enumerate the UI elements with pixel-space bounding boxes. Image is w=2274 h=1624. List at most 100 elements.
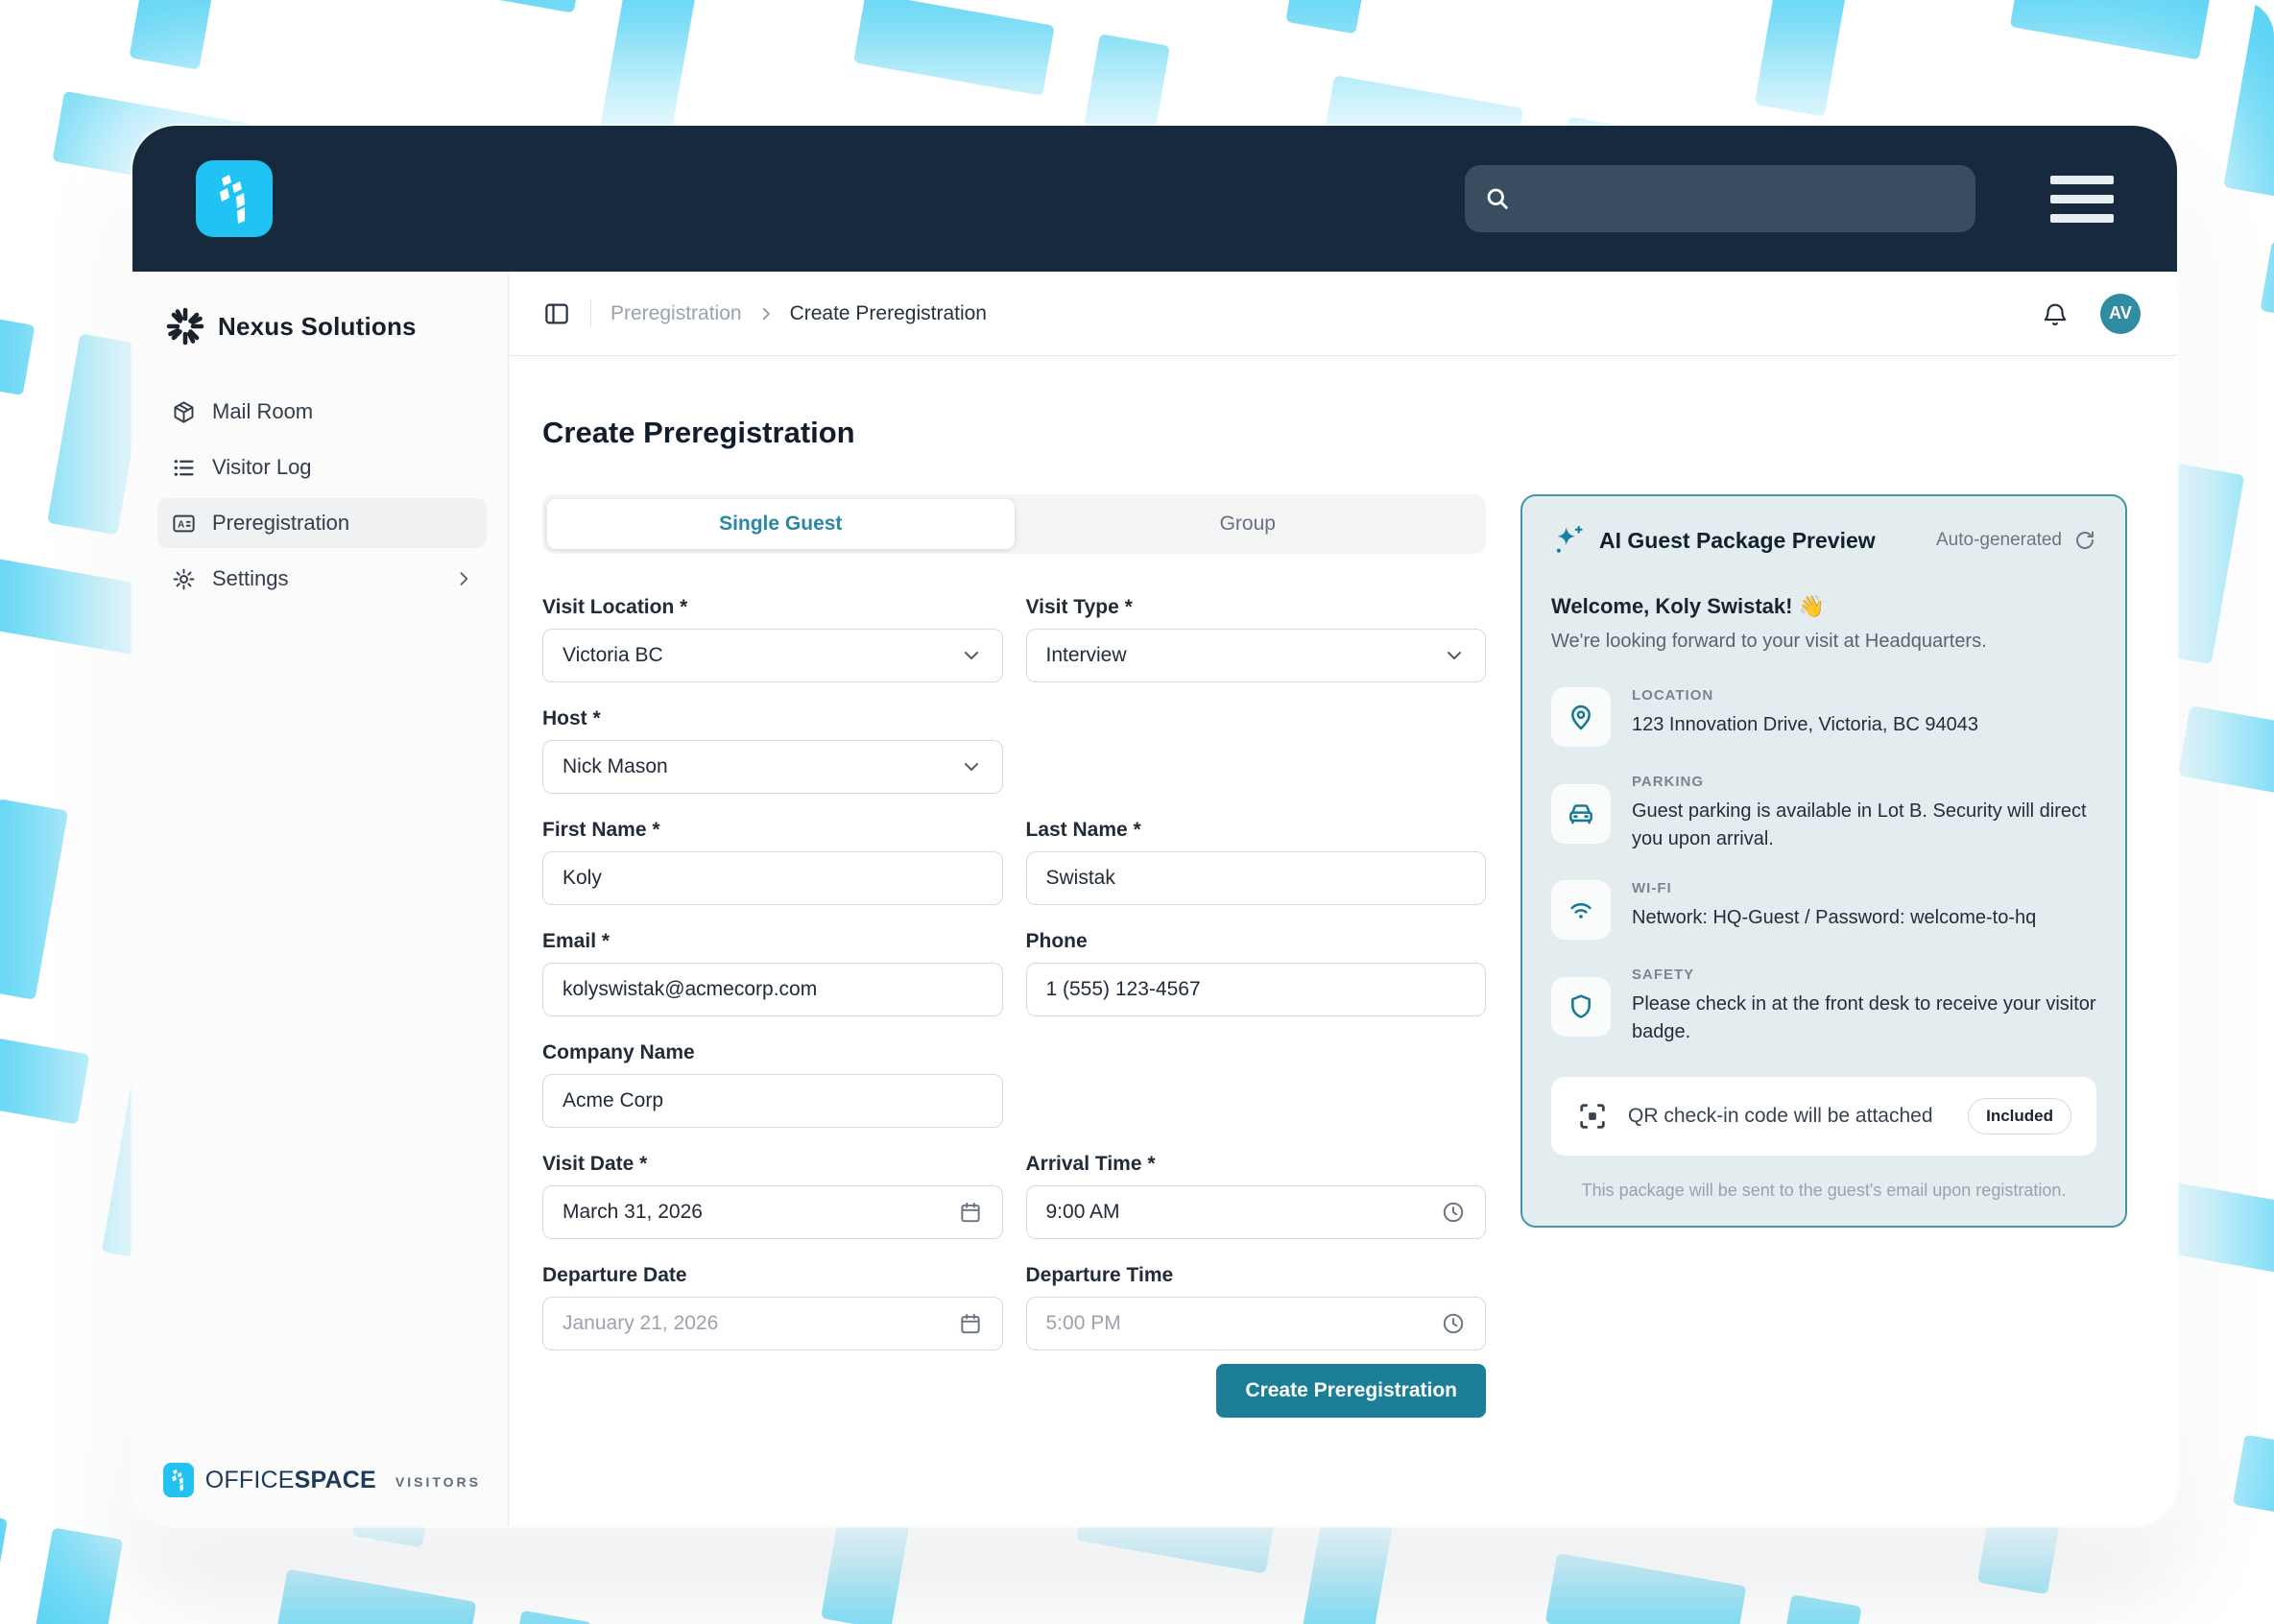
- company-input[interactable]: [542, 1074, 1003, 1128]
- sidebar-item-label: Settings: [212, 566, 289, 590]
- field-label: Visit Date *: [542, 1153, 648, 1175]
- visitors-wordmark: VISITORS: [395, 1474, 481, 1490]
- app-logo-button[interactable]: [196, 160, 273, 237]
- guest-type-tabs: Single Guest Group: [542, 494, 1486, 554]
- chevron-down-icon: [964, 652, 978, 659]
- field-label: Visit Type *: [1025, 596, 1133, 618]
- topbar: [132, 126, 2177, 272]
- sidebar: Nexus Solutions Mail Room: [132, 272, 509, 1526]
- visit-type-select[interactable]: Interview: [1025, 629, 1486, 682]
- last-name-input[interactable]: [1025, 851, 1486, 905]
- pattern-bar: [0, 292, 36, 396]
- welcome-subtitle: We're looking forward to your visit at H…: [1551, 631, 1987, 652]
- field-company: Company Name: [542, 1041, 1003, 1128]
- field-label: Last Name *: [1025, 819, 1141, 841]
- header-actions: AV: [2041, 293, 2141, 334]
- chevron-down-icon: [1448, 652, 1461, 659]
- menu-bar: [2050, 175, 2114, 184]
- field-label: Visit Location *: [542, 596, 688, 618]
- sidebar-item-mail-room[interactable]: Mail Room: [157, 387, 487, 437]
- pattern-bar: [2260, 240, 2274, 345]
- pattern-bar: [0, 799, 69, 1000]
- chevron-right-icon: [762, 307, 770, 320]
- phone-input[interactable]: [1025, 963, 1486, 1016]
- field-label: Host *: [542, 707, 601, 729]
- breadcrumb-separator: [757, 305, 775, 322]
- icon-tile: [1551, 783, 1611, 844]
- officespace-logo-icon: [220, 175, 245, 224]
- officespace-visitors-logo: OFFICESPACE VISITORS: [157, 1463, 487, 1497]
- sidebar-item-label: Preregistration: [212, 511, 350, 535]
- parking-section: PARKING Guest parking is available in Lo…: [1551, 774, 2096, 853]
- section-label: WI-FI: [1632, 880, 1672, 896]
- tab-single-guest[interactable]: Single Guest: [547, 499, 1015, 549]
- pattern-bar: [488, 1610, 592, 1624]
- field-label: Email *: [542, 930, 610, 952]
- section-label: PARKING: [1632, 774, 1705, 790]
- list-icon: [174, 459, 194, 476]
- search-input[interactable]: [1524, 186, 1956, 211]
- field-phone: Phone: [1025, 930, 1486, 1016]
- refresh-button[interactable]: [2073, 529, 2096, 552]
- package-icon: [174, 400, 194, 423]
- qr-checkin-card: QR check-in code will be attached Includ…: [1551, 1077, 2096, 1156]
- breadcrumb-parent[interactable]: Preregistration: [610, 301, 742, 324]
- panel-toggle-icon[interactable]: [542, 299, 571, 328]
- wifi-icon: [1570, 903, 1592, 919]
- email-input[interactable]: [542, 963, 1003, 1016]
- preregistration-form: Single Guest Group Visit Location * Vict…: [542, 494, 1486, 1418]
- calendar-icon: [960, 1202, 980, 1223]
- starburst-icon: [166, 307, 204, 346]
- departure-date-picker[interactable]: January 21, 2026: [542, 1297, 1003, 1350]
- content: Create Preregistration Single Guest Grou…: [509, 356, 2177, 1526]
- pattern-bar: [2223, 0, 2274, 200]
- pattern-bar: [2232, 1434, 2274, 1539]
- section-label: SAFETY: [1632, 967, 1695, 983]
- section-label: LOCATION: [1632, 687, 1714, 704]
- field-label: First Name *: [542, 819, 660, 841]
- main-area: Preregistration Create Preregistration A…: [509, 272, 2177, 1526]
- create-preregistration-button[interactable]: Create Preregistration: [1216, 1364, 1486, 1418]
- pattern-bar: [1289, 1511, 1394, 1624]
- tab-group[interactable]: Group: [1219, 513, 1276, 535]
- icon-tile: [1551, 880, 1611, 940]
- pattern-bar: [1758, 1594, 1862, 1624]
- visit-location-select[interactable]: Victoria BC: [542, 629, 1003, 682]
- spacer: [1026, 1041, 1487, 1128]
- sidebar-item-visitor-log[interactable]: Visitor Log: [157, 442, 487, 492]
- search-bar: [1465, 165, 1975, 232]
- first-name-input[interactable]: [542, 851, 1003, 905]
- section-text: Guest parking is available in Lot B. Sec…: [1632, 800, 2087, 849]
- panel-footer-note: This package will be sent to the guest's…: [1581, 1181, 2067, 1200]
- ai-panel-title: AI Guest Package Preview: [1599, 527, 1876, 553]
- menu-button[interactable]: [2050, 175, 2114, 223]
- host-select[interactable]: Nick Mason: [542, 740, 1003, 794]
- welcome-message: Welcome, Koly Swistak! 👋: [1551, 594, 1825, 618]
- car-icon: [1569, 803, 1592, 824]
- arrival-time-picker[interactable]: 9:00 AM: [1025, 1185, 1486, 1239]
- app-window: Nexus Solutions Mail Room: [132, 126, 2177, 1526]
- departure-time-picker[interactable]: 5:00 PM: [1025, 1297, 1486, 1350]
- sidebar-item-preregistration[interactable]: A Preregistration: [157, 498, 487, 548]
- section-text: 123 Innovation Drive, Victoria, BC 94043: [1632, 714, 1978, 735]
- visit-date-picker[interactable]: March 31, 2026: [542, 1185, 1003, 1239]
- pattern-bar: [129, 0, 233, 70]
- field-email: Email *: [542, 930, 1003, 1016]
- tenant-name: Nexus Solutions: [218, 311, 417, 341]
- icon-tile: [1551, 687, 1611, 747]
- icon-tile: [1551, 976, 1611, 1037]
- field-visit-type: Visit Type * Interview: [1025, 596, 1486, 682]
- calendar-icon: [960, 1313, 980, 1334]
- breadcrumb-current: Create Preregistration: [789, 301, 987, 324]
- sidebar-item-settings[interactable]: Settings: [157, 554, 487, 604]
- section-text: Network: HQ-Guest / Password: welcome-to…: [1632, 907, 2037, 928]
- field-departure-time: Departure Time 5:00 PM: [1025, 1264, 1486, 1350]
- page-title: Create Preregistration: [542, 416, 855, 449]
- gear-icon: [173, 568, 195, 589]
- content-header: Preregistration Create Preregistration A…: [509, 272, 2177, 356]
- auto-generated-label: Auto-generated: [1936, 530, 2062, 550]
- sidebar-item-label: Visitor Log: [212, 455, 312, 479]
- avatar[interactable]: AV: [2100, 293, 2141, 334]
- bell-icon[interactable]: [2041, 299, 2070, 328]
- pattern-bar: [1544, 1553, 1747, 1624]
